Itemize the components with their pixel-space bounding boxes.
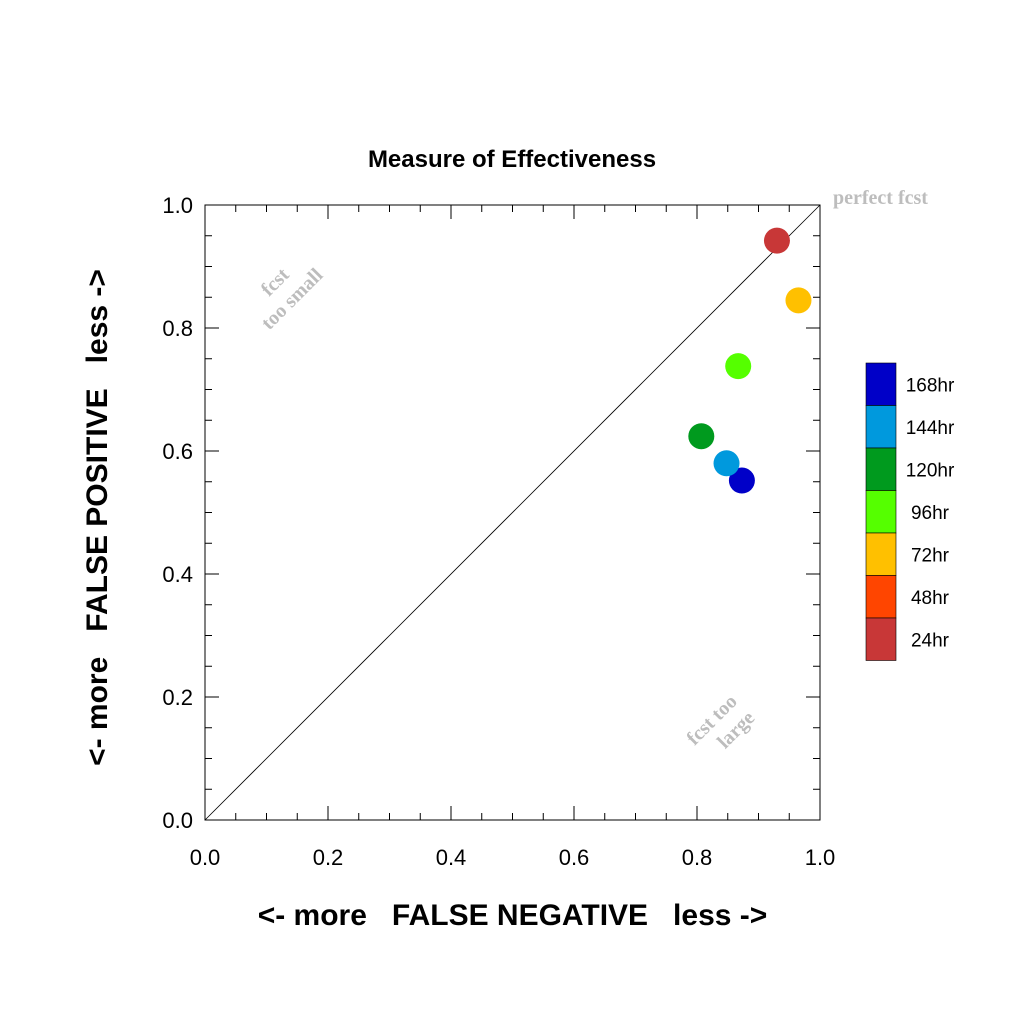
axis-ticks — [204, 204, 821, 821]
legend-label-144hr: 144hr — [906, 418, 955, 439]
legend-swatch-24hr — [865, 617, 897, 661]
point-24hr — [763, 227, 790, 254]
x-tick-label: 1.0 — [805, 845, 836, 870]
legend-label-48hr: 48hr — [911, 588, 950, 609]
point-72hr — [785, 287, 812, 314]
x-tick-label: 0.0 — [190, 845, 221, 870]
legend-label-72hr: 72hr — [911, 545, 950, 566]
legend-label-120hr: 120hr — [906, 460, 955, 481]
perfect-forecast-label: perfect fcst — [833, 187, 928, 209]
point-96hr — [725, 353, 752, 380]
chart-title: Measure of Effectiveness — [368, 146, 656, 173]
y-tick-label: 0.6 — [162, 439, 193, 464]
y-tick-label: 1.0 — [162, 193, 193, 218]
point-120hr — [688, 423, 715, 450]
y-tick-label: 0.8 — [162, 316, 193, 341]
y-axis-title: <- more FALSE POSITIVE less -> — [81, 269, 114, 766]
legend-swatch-120hr — [865, 447, 897, 491]
legend-swatch-48hr — [865, 575, 897, 619]
x-tick-label: 0.6 — [559, 845, 590, 870]
data-points — [688, 227, 812, 494]
axis-tick-labels: 0.0 0.2 0.4 0.6 0.8 1.0 0.0 0.2 0.4 0.6 0.8 1.0 — [162, 193, 835, 870]
plot-area: 0.0 0.2 0.4 0.6 0.8 1.0 0.0 0.2 0.4 0.6 0.8 1.0 per… — [162, 187, 928, 870]
legend-swatch-144hr — [865, 405, 897, 449]
x-tick-label: 0.8 — [682, 845, 713, 870]
legend-label-168hr: 168hr — [906, 375, 955, 396]
legend: 168hr 144hr 120hr 96hr 72hr 48hr 24hr — [865, 362, 955, 661]
point-144hr — [713, 450, 740, 477]
x-tick-label: 0.4 — [436, 845, 467, 870]
y-tick-label: 0.4 — [162, 562, 193, 587]
legend-swatch-96hr — [865, 490, 897, 534]
point-168hr — [728, 467, 755, 494]
x-tick-label: 0.2 — [313, 845, 344, 870]
y-tick-label: 0.0 — [162, 808, 193, 833]
legend-label-24hr: 24hr — [911, 630, 950, 651]
legend-swatch-168hr — [865, 362, 897, 406]
diagonal-reference-line — [204, 204, 821, 821]
x-axis-title: <- more FALSE NEGATIVE less -> — [258, 899, 768, 932]
y-tick-label: 0.2 — [162, 685, 193, 710]
legend-label-96hr: 96hr — [911, 503, 950, 524]
legend-swatch-72hr — [865, 532, 897, 576]
